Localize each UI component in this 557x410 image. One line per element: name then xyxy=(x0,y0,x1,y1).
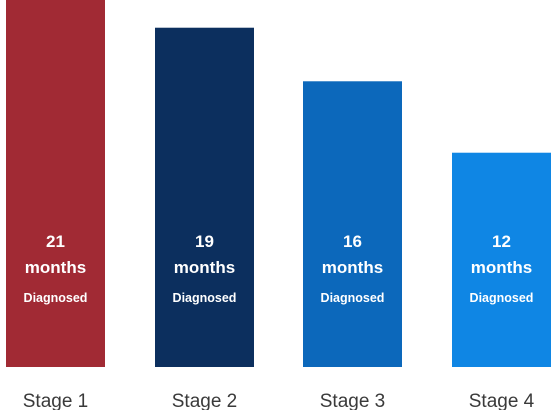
data-label-value: 21 xyxy=(46,232,65,251)
bar-stage-1 xyxy=(6,0,105,367)
data-label-note: Diagnosed xyxy=(173,291,237,305)
x-axis-labels: Stage 1 Stage 2 Stage 3 Stage 4 xyxy=(23,391,535,410)
data-label-value: 19 xyxy=(195,232,214,251)
bar-stage-2 xyxy=(155,27,254,367)
x-tick-label-stage-4: Stage 4 xyxy=(469,391,535,410)
data-label-note: Diagnosed xyxy=(321,291,385,305)
bars-group: 21 months Diagnosed 19 months Diagnosed 16 mont… xyxy=(6,0,551,368)
x-tick-label-stage-3: Stage 3 xyxy=(320,391,386,410)
data-label-note: Diagnosed xyxy=(24,291,88,305)
data-label-unit: months xyxy=(471,258,532,277)
data-label-value: 16 xyxy=(343,232,362,251)
data-label-unit: months xyxy=(174,258,235,277)
data-label-note: Diagnosed xyxy=(470,291,534,305)
data-label-unit: months xyxy=(25,258,86,277)
x-tick-label-stage-2: Stage 2 xyxy=(172,391,238,410)
bar-stage-3 xyxy=(303,81,402,368)
data-label-value: 12 xyxy=(492,232,511,251)
bar-stage-4 xyxy=(452,152,551,367)
data-label-unit: months xyxy=(322,258,383,277)
x-tick-label-stage-1: Stage 1 xyxy=(23,391,89,410)
